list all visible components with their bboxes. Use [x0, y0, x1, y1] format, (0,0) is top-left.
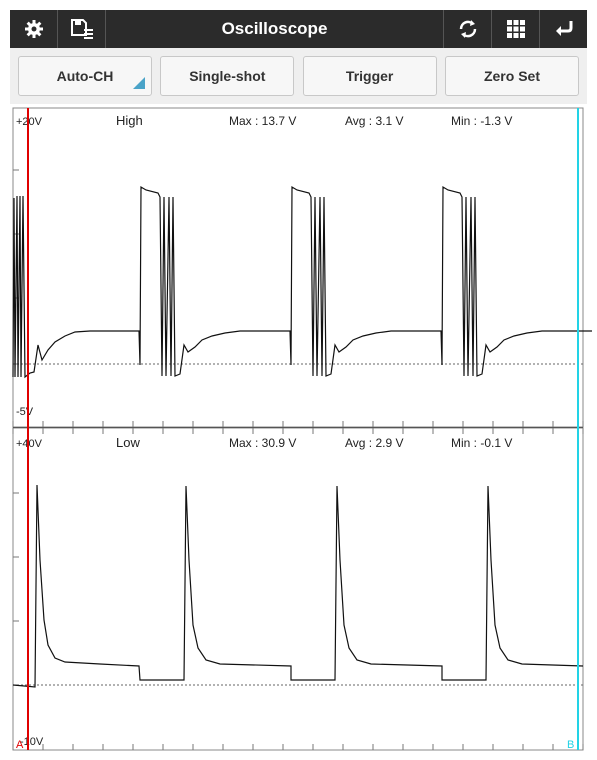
high-min-readout: Min : -1.3 V [451, 114, 512, 128]
refresh-button[interactable] [443, 10, 491, 48]
high-max-readout: Max : 13.7 V [229, 114, 296, 128]
save-button[interactable] [58, 10, 106, 48]
trigger-button[interactable]: Trigger [302, 56, 437, 96]
high-channel-name: High [116, 113, 143, 128]
save-list-icon [70, 19, 93, 39]
settings-button[interactable] [10, 10, 58, 48]
back-button[interactable] [539, 10, 587, 48]
high-bottom-scale-label: -5V [16, 406, 34, 418]
high-channel-frame [12, 107, 584, 428]
low-min-readout: Min : -0.1 V [451, 436, 512, 450]
top-toolbar: Oscilloscope [10, 10, 587, 48]
high-avg-readout: Avg : 3.1 V [345, 114, 403, 128]
zero-set-label: Zero Set [483, 68, 540, 84]
low-avg-readout: Avg : 2.9 V [345, 436, 403, 450]
high-top-scale-label: +20V [16, 116, 43, 128]
control-button-row: Auto-CH Single-shot Trigger Zero Set [10, 48, 587, 104]
refresh-icon [459, 20, 476, 38]
grid-button[interactable] [491, 10, 539, 48]
high-waveform [12, 185, 592, 379]
low-channel-name: Low [116, 435, 140, 450]
low-bottom-scale-label: -10V [20, 736, 44, 748]
zero-set-button[interactable]: Zero Set [444, 56, 579, 96]
gear-icon [24, 20, 43, 38]
cursor-a-label: A [16, 739, 24, 751]
auto-ch-button[interactable]: Auto-CH [18, 56, 152, 96]
trigger-label: Trigger [345, 68, 394, 84]
low-waveform [12, 484, 584, 688]
back-icon [555, 21, 572, 36]
low-max-readout: Max : 30.9 V [229, 436, 296, 450]
cursor-b-label: B [567, 739, 574, 751]
auto-ch-label: Auto-CH [56, 68, 114, 84]
dropdown-corner-icon [133, 77, 145, 89]
axis-ticks [12, 169, 584, 750]
app-title: Oscilloscope [221, 19, 328, 38]
low-channel-frame [12, 427, 584, 751]
single-shot-label: Single-shot [189, 68, 266, 84]
grid-icon [506, 20, 525, 38]
low-top-scale-label: +40V [16, 438, 43, 450]
single-shot-button[interactable]: Single-shot [160, 56, 295, 96]
